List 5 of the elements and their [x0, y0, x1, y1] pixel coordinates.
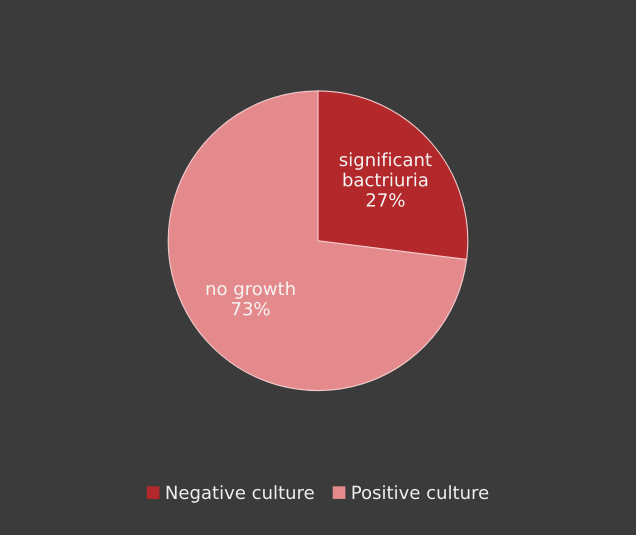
- legend-label: Negative culture: [166, 485, 314, 503]
- data-label: no growth 73%: [206, 281, 295, 316]
- pie-slice: [168, 90, 468, 392]
- legend-label: Positive culture: [352, 485, 488, 500]
- data-label: significant bactriuria 27%: [340, 152, 432, 207]
